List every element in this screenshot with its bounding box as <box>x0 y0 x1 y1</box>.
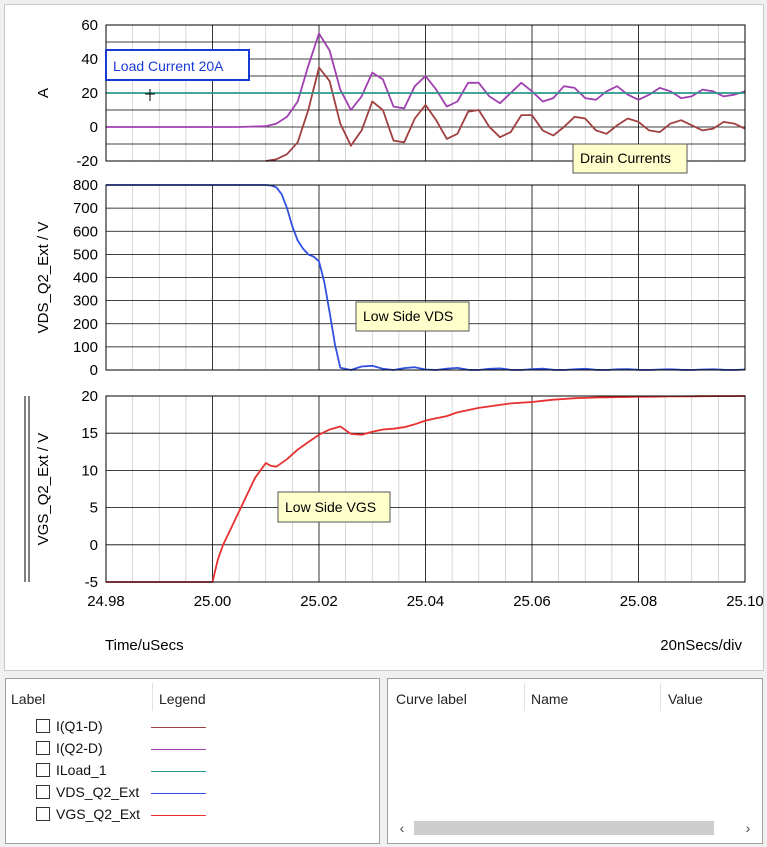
horizontal-scrollbar[interactable]: ‹ › <box>392 817 758 839</box>
annotation-drain-currents: Drain Currents <box>580 150 671 166</box>
y-tick-label: 700 <box>73 200 98 217</box>
legend-item[interactable]: I(Q1-D) <box>36 717 256 737</box>
legend-label: ILoad_1 <box>56 762 107 778</box>
annotation-box <box>572 143 688 174</box>
annotation-low-side-vgs: Low Side VGS <box>285 499 376 515</box>
legend-checkbox[interactable] <box>36 785 50 799</box>
y-axis-label: VGS_Q2_Ext / V <box>35 433 52 546</box>
y-tick-label: 5 <box>90 500 98 517</box>
y-tick-label: 15 <box>81 425 98 442</box>
annotation-box <box>277 491 391 523</box>
legend-line-swatch <box>151 771 206 772</box>
legend-col-divider <box>152 683 153 711</box>
y-tick-label: -5 <box>85 574 98 591</box>
x-scale-label: 20nSecs/div <box>660 637 742 654</box>
legend-panel: Label Legend I(Q1-D) I(Q2-D) ILoad_1 VDS_Q2… <box>5 678 380 844</box>
legend-line-swatch <box>151 727 206 728</box>
x-tick-label: 24.98 <box>87 593 125 610</box>
annotation-low-side-vds: Low Side VDS <box>363 308 453 324</box>
legend-item[interactable]: VDS_Q2_Ext <box>36 783 256 803</box>
y-tick-label: 300 <box>73 293 98 310</box>
y-tick-label: 400 <box>73 270 98 287</box>
legend-label: VGS_Q2_Ext <box>56 806 141 822</box>
legend-line-swatch <box>151 815 206 816</box>
legend-label: I(Q1-D) <box>56 718 103 734</box>
y-tick-label: 0 <box>90 537 98 554</box>
y-tick-label: 500 <box>73 246 98 263</box>
curve-label-header: Curve label <box>396 691 467 707</box>
annotation-load-current: Load Current 20A <box>113 58 224 74</box>
series-line <box>265 66 746 162</box>
legend-checkbox[interactable] <box>36 741 50 755</box>
scrollbar-thumb[interactable] <box>414 821 714 835</box>
annotation-box <box>105 49 250 81</box>
legend-line-swatch <box>151 749 206 750</box>
legend-checkbox[interactable] <box>36 719 50 733</box>
legend-line-swatch <box>151 793 206 794</box>
scroll-left-button[interactable]: ‹ <box>399 820 405 836</box>
y-tick-label: 10 <box>81 462 98 479</box>
y-axis-label: A <box>35 88 52 98</box>
legend-checkbox[interactable] <box>36 763 50 777</box>
curve-col-divider-2 <box>660 683 661 711</box>
y-tick-label: -20 <box>76 153 98 170</box>
legend-col-label-header: Label <box>11 691 46 707</box>
y-axis-label: VDS_Q2_Ext / V <box>35 222 52 334</box>
y-tick-label: 100 <box>73 339 98 356</box>
plot-panel-border <box>105 395 746 583</box>
y-tick-label: 800 <box>73 177 98 194</box>
x-tick-label: 25.00 <box>194 593 232 610</box>
y-tick-label: 0 <box>90 362 98 379</box>
y-tick-label: 60 <box>81 17 98 34</box>
value-header: Value <box>668 691 703 707</box>
legend-label: VDS_Q2_Ext <box>56 784 140 800</box>
x-tick-label: 25.04 <box>407 593 445 610</box>
legend-checkbox[interactable] <box>36 807 50 821</box>
x-axis-label: Time/uSecs <box>105 637 184 654</box>
legend-col-legend-header: Legend <box>159 691 206 707</box>
waveform-plot[interactable]: 6040200-20A8007006005004003002001000VDS_… <box>5 5 763 670</box>
x-tick-label: 25.02 <box>300 593 338 610</box>
x-tick-label: 25.06 <box>513 593 551 610</box>
series-line <box>106 32 746 128</box>
plot-panel-border <box>105 184 746 371</box>
y-tick-label: 20 <box>81 388 98 405</box>
annotation-box <box>355 301 470 332</box>
legend-item[interactable]: I(Q2-D) <box>36 739 256 759</box>
y-tick-label: 40 <box>81 51 98 68</box>
x-tick-label: 25.08 <box>620 593 658 610</box>
scroll-right-button[interactable]: › <box>745 820 751 836</box>
series-line <box>106 395 746 583</box>
legend-item[interactable]: ILoad_1 <box>36 761 256 781</box>
cursor-values-panel: Curve label Name Value ‹ › <box>387 678 763 844</box>
plot-panel-border <box>105 24 746 162</box>
curve-col-divider-1 <box>524 683 525 711</box>
legend-item[interactable]: VGS_Q2_Ext <box>36 805 256 825</box>
y-tick-label: 20 <box>81 85 98 102</box>
y-tick-label: 600 <box>73 223 98 240</box>
x-tick-label: 25.10 <box>726 593 763 610</box>
plot-area[interactable]: 60 40 20 0 -20 A 800 700 600 500 400 300 200 100 0 VDS_… <box>4 4 764 671</box>
legend-label: I(Q2-D) <box>56 740 103 756</box>
y-tick-label: 200 <box>73 316 98 333</box>
y-tick-label: 0 <box>90 119 98 136</box>
name-header: Name <box>531 691 569 707</box>
